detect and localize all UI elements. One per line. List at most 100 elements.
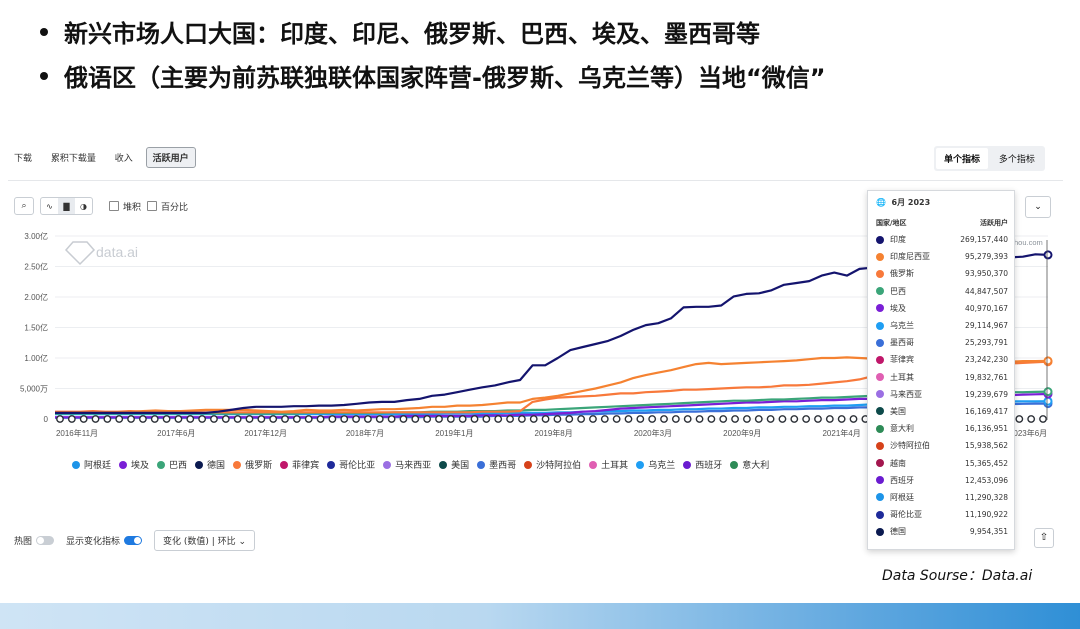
country-value: 40,970,167: [965, 303, 1008, 313]
series-dot-icon: [876, 269, 884, 278]
country-name: 墨西哥: [890, 338, 914, 348]
legend-item[interactable]: 马来西亚: [383, 458, 431, 471]
share-icon[interactable]: ⇧: [1034, 528, 1054, 548]
pie-chart-icon[interactable]: ◑: [80, 201, 87, 211]
chart-legend: 阿根廷 埃及 巴西 德国 俄罗斯 菲律宾 哥伦比亚 马来西亚 美国 墨西哥 沙特阿拉伯 土耳其 乌克兰 西…: [72, 458, 777, 471]
chevron-down-icon: ⌄: [238, 537, 247, 547]
watermark: data.ai: [64, 241, 138, 266]
timeline-marker: [352, 415, 360, 423]
tooltip-row: 印度 269,157,440: [868, 231, 1014, 248]
country-name: 阿根廷: [890, 492, 914, 502]
country-name: 菲律宾: [890, 355, 914, 365]
timeline-marker: [636, 415, 645, 423]
chevron-down-icon[interactable]: ⌄: [1025, 196, 1051, 218]
country-name: 沙特阿拉伯: [890, 441, 930, 451]
series-dot-icon: [876, 407, 884, 416]
bullet-2-text: 俄语区（主要为前苏联独联体国家阵营-俄罗斯、乌克兰等）当地“微信”: [64, 64, 826, 92]
change-select[interactable]: 变化 (数值) | 环比 ⌄: [154, 530, 256, 551]
x-tick-label: 2023年6月: [1009, 428, 1047, 438]
y-tick-label: 2.00亿: [24, 292, 48, 302]
legend-label: 哥伦比亚: [339, 461, 376, 471]
stack-checkbox[interactable]: [109, 201, 119, 211]
legend-item[interactable]: 巴西: [157, 458, 187, 471]
percent-checkbox[interactable]: [147, 201, 158, 211]
legend-item[interactable]: 沙特阿拉伯: [524, 458, 581, 471]
col-country: 国家/地区: [876, 219, 907, 227]
tab-revenue[interactable]: 收入: [114, 154, 133, 164]
timeline-marker: [814, 415, 822, 423]
legend-item[interactable]: 土耳其: [589, 458, 628, 471]
timeline-marker: [589, 415, 597, 423]
legend-item[interactable]: 意大利: [730, 458, 769, 471]
legend-item[interactable]: 美国: [439, 458, 469, 471]
legend-item[interactable]: 德国: [195, 458, 225, 471]
heatmap-label: 热图: [14, 537, 33, 547]
timeline-marker: [340, 415, 349, 423]
timeline-marker: [446, 415, 455, 423]
zoom-icon[interactable]: ⌕: [14, 197, 34, 215]
legend-dot-icon: [280, 460, 289, 469]
series-dot-icon: [876, 527, 884, 536]
legend-item[interactable]: 菲律宾: [280, 458, 319, 471]
legend-item[interactable]: 墨西哥: [477, 458, 516, 471]
y-tick-label: 0: [44, 415, 49, 424]
country-value: 12,453,096: [965, 475, 1008, 485]
legend-item[interactable]: 乌克兰: [636, 458, 675, 471]
legend-item[interactable]: 西班牙: [683, 458, 722, 471]
series-dot-icon: [876, 321, 884, 330]
tooltip-row: 德国 9,954,351: [868, 523, 1014, 540]
tooltip-row: 马来西亚 19,239,679: [868, 386, 1014, 403]
timeline-marker: [458, 415, 467, 423]
timeline-marker: [470, 415, 479, 423]
bar-chart-icon[interactable]: ▇: [58, 198, 75, 214]
legend-item[interactable]: 俄罗斯: [233, 458, 272, 471]
multi-metric-button[interactable]: 多个指标: [998, 155, 1035, 165]
country-value: 93,950,370: [965, 269, 1008, 279]
x-tick-label: 2017年12月: [244, 428, 287, 438]
legend-item[interactable]: 阿根廷: [72, 458, 111, 471]
tooltip-row-label: 埃及: [876, 303, 906, 314]
tooltip-row: 埃及 40,970,167: [868, 300, 1014, 317]
legend-label: 意大利: [742, 461, 770, 471]
legend-dot-icon: [477, 460, 486, 469]
legend-item[interactable]: 埃及: [119, 458, 149, 471]
tooltip-row-label: 意大利: [876, 423, 914, 434]
tooltip-row: 巴西 44,847,507: [868, 283, 1014, 300]
bottom-controls: 热图 显示变化指标 变化 (数值) | 环比 ⌄: [14, 530, 256, 551]
chart-toolbar: ⌕ ∿ ▇ ◑ 堆积 百分比: [14, 197, 188, 215]
timeline-marker: [292, 415, 301, 423]
timeline-marker: [139, 415, 147, 423]
tooltip-columns: 国家/地区 活跃用户: [868, 212, 1014, 231]
country-name: 越南: [890, 458, 906, 468]
single-metric-button[interactable]: 单个指标: [936, 148, 989, 169]
legend-dot-icon: [383, 460, 392, 469]
country-name: 土耳其: [890, 372, 914, 382]
legend-label: 乌克兰: [648, 461, 676, 471]
timeline-marker: [375, 415, 384, 423]
metric-mode-toggle: 单个指标 多个指标: [934, 146, 1045, 171]
x-tick-label: 2018年7月: [346, 428, 384, 438]
timeline-marker: [517, 415, 526, 423]
metric-tabs: 下载 累积下载量 收入 活跃用户: [8, 147, 200, 168]
country-value: 11,290,328: [965, 492, 1008, 502]
legend-dot-icon: [439, 460, 448, 469]
series-dot-icon: [876, 476, 884, 485]
show-change-toggle[interactable]: [124, 536, 143, 545]
legend-item[interactable]: 哥伦比亚: [327, 458, 375, 471]
legend-label: 巴西: [169, 461, 188, 471]
timeline-marker: [506, 415, 514, 423]
timeline-marker: [399, 415, 408, 423]
timeline-marker: [660, 415, 668, 423]
stack-label: 堆积: [123, 202, 142, 213]
country-value: 23,242,230: [965, 355, 1008, 365]
line-chart-icon[interactable]: ∿: [46, 201, 53, 211]
timeline-marker: [707, 415, 716, 423]
tab-downloads[interactable]: 下载: [14, 154, 33, 164]
tab-cumulative-downloads[interactable]: 累积下载量: [50, 154, 96, 164]
heatmap-toggle[interactable]: [36, 536, 55, 545]
tab-active-users[interactable]: 活跃用户: [145, 147, 196, 168]
change-select-text: 变化 (数值) | 环比: [163, 537, 236, 547]
series-end-point: [1043, 396, 1053, 406]
tooltip-row-label: 阿根廷: [876, 492, 914, 503]
legend-label: 阿根廷: [84, 461, 112, 471]
